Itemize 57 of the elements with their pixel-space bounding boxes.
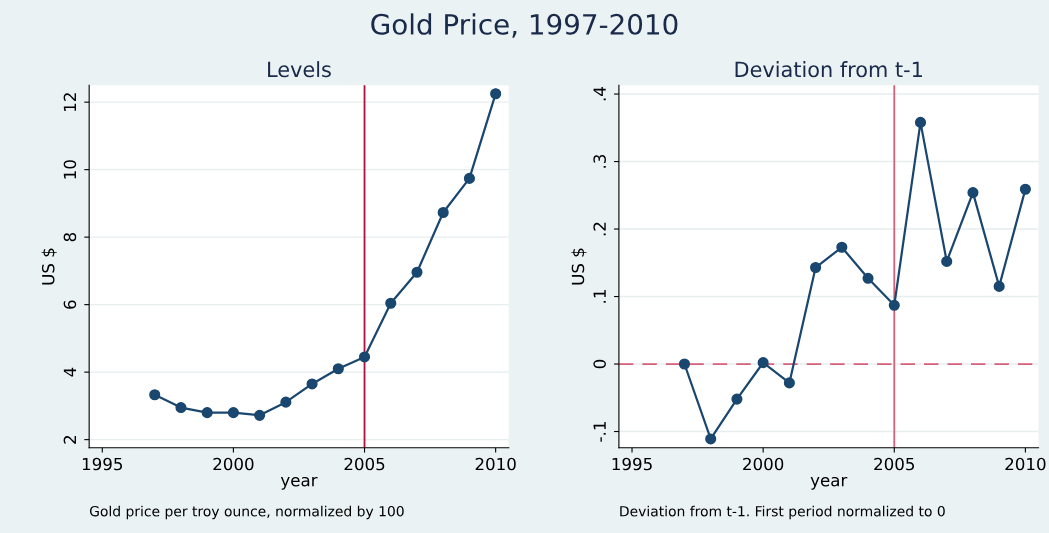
x-tick-label: 2000 xyxy=(743,457,784,471)
point xyxy=(437,206,449,219)
chart-title: Levels xyxy=(268,61,331,78)
point xyxy=(941,255,953,267)
point xyxy=(175,402,187,414)
y-tick-label: .3 xyxy=(593,154,606,168)
point xyxy=(914,116,927,128)
x-axis-title: year xyxy=(810,476,848,490)
y-tick-label: .4 xyxy=(593,87,606,101)
y-axis-title: US $ xyxy=(571,248,587,285)
point xyxy=(810,261,822,274)
x-tick-label: 1995 xyxy=(82,457,123,471)
y-tick-label: 2 xyxy=(63,435,76,444)
text: Gold price per troy ounce, normalized by 100 xyxy=(89,505,404,520)
y-tick-label: 0 xyxy=(593,359,606,369)
point xyxy=(254,409,266,421)
x-tick-label: 2000 xyxy=(213,457,254,471)
x-tick-label: 2005 xyxy=(874,457,915,471)
point xyxy=(280,396,292,408)
point xyxy=(1019,183,1031,195)
y-tick-label: .1 xyxy=(593,290,606,303)
point xyxy=(201,407,213,419)
y-tick-label: 6 xyxy=(63,300,77,309)
y-tick-label: -.1 xyxy=(593,422,606,442)
point xyxy=(149,389,161,401)
point xyxy=(993,280,1005,292)
point xyxy=(358,351,371,363)
point xyxy=(705,433,717,445)
point xyxy=(888,299,900,311)
point xyxy=(967,187,979,199)
point xyxy=(678,358,691,370)
y-tick-label: 4 xyxy=(63,367,76,377)
y-tick-label: 10 xyxy=(63,160,77,179)
text: Deviation from t-1. First period normalized to 0 xyxy=(620,505,945,520)
point xyxy=(731,393,743,405)
point xyxy=(332,363,344,375)
y-tick-label: 12 xyxy=(63,93,76,111)
point xyxy=(783,377,795,389)
point xyxy=(757,357,769,369)
point xyxy=(306,378,318,390)
chart-title: Deviation from t-1 xyxy=(735,61,922,78)
point xyxy=(862,272,874,284)
text: Gold Price, 1997-2010 xyxy=(371,13,678,38)
y-tick-label: 8 xyxy=(63,232,77,242)
y-axis-title: US $ xyxy=(41,248,57,285)
x-axis-title: year xyxy=(280,476,318,490)
x-tick-label: 2005 xyxy=(344,457,385,471)
y-tick-label: .2 xyxy=(593,222,606,236)
point xyxy=(836,241,848,253)
point xyxy=(227,407,239,419)
point xyxy=(463,172,475,184)
x-tick-label: 2010 xyxy=(1005,457,1046,471)
point xyxy=(385,297,397,309)
point xyxy=(490,88,502,100)
point xyxy=(411,266,423,278)
x-tick-label: 1995 xyxy=(612,457,652,471)
x-tick-label: 2010 xyxy=(475,457,516,471)
